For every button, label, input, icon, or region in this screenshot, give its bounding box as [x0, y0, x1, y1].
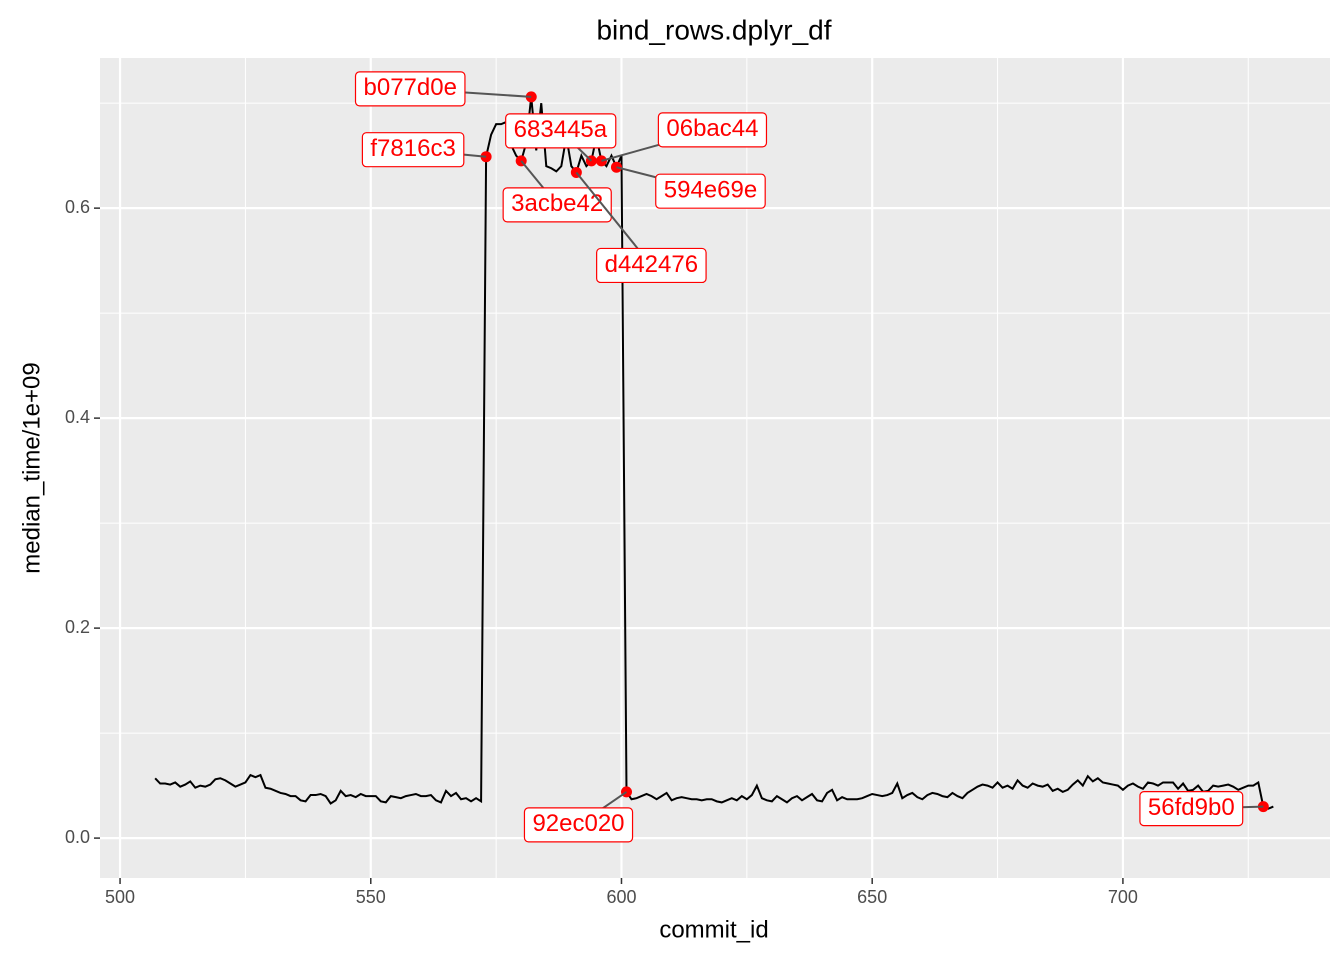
label-box	[596, 247, 707, 284]
x-tick-label: 600	[606, 887, 636, 907]
label: f7816c3	[361, 132, 465, 168]
y-axis-label: median_time/1e+09	[18, 362, 45, 573]
label: 06bac44	[657, 112, 768, 148]
label-text: 3acbe42	[511, 190, 603, 217]
label-box	[361, 132, 465, 168]
x-tick-label: 550	[356, 887, 386, 907]
y-tick-label: 0.6	[65, 197, 90, 217]
y-tick-label: 0.0	[65, 827, 90, 847]
label-text: 06bac44	[666, 115, 758, 142]
label-box	[523, 807, 634, 843]
label-box	[505, 113, 617, 149]
x-tick-label: 500	[105, 887, 135, 907]
label: 683445a	[505, 113, 617, 149]
label-box	[657, 112, 768, 148]
label: d442476	[596, 247, 707, 284]
label-text: 683445a	[514, 116, 608, 143]
label-box	[502, 187, 612, 223]
x-tick-label: 700	[1108, 887, 1138, 907]
label: b077d0e	[354, 71, 466, 107]
label-text: d442476	[605, 251, 698, 278]
label-box	[1139, 791, 1244, 827]
label-text: 92ec020	[532, 810, 624, 837]
label-text: 594e69e	[664, 177, 757, 204]
label-text: f7816c3	[370, 135, 455, 162]
y-tick-label: 0.4	[65, 407, 90, 427]
x-tick-label: 650	[857, 887, 887, 907]
label-box	[655, 173, 766, 209]
line	[154, 96, 1274, 810]
label: 594e69e	[655, 173, 766, 209]
y-tick-label: 0.2	[65, 617, 90, 637]
label-text: b077d0e	[364, 74, 457, 101]
chart-title: bind_rows.dplyr_df	[596, 14, 831, 45]
label: 92ec020	[523, 807, 634, 843]
label-text: 56fd9b0	[1148, 794, 1235, 821]
x-axis-label: commit_id	[659, 916, 768, 943]
label: 56fd9b0	[1139, 791, 1244, 827]
label: 3acbe42	[502, 187, 612, 223]
label-box	[354, 71, 466, 107]
